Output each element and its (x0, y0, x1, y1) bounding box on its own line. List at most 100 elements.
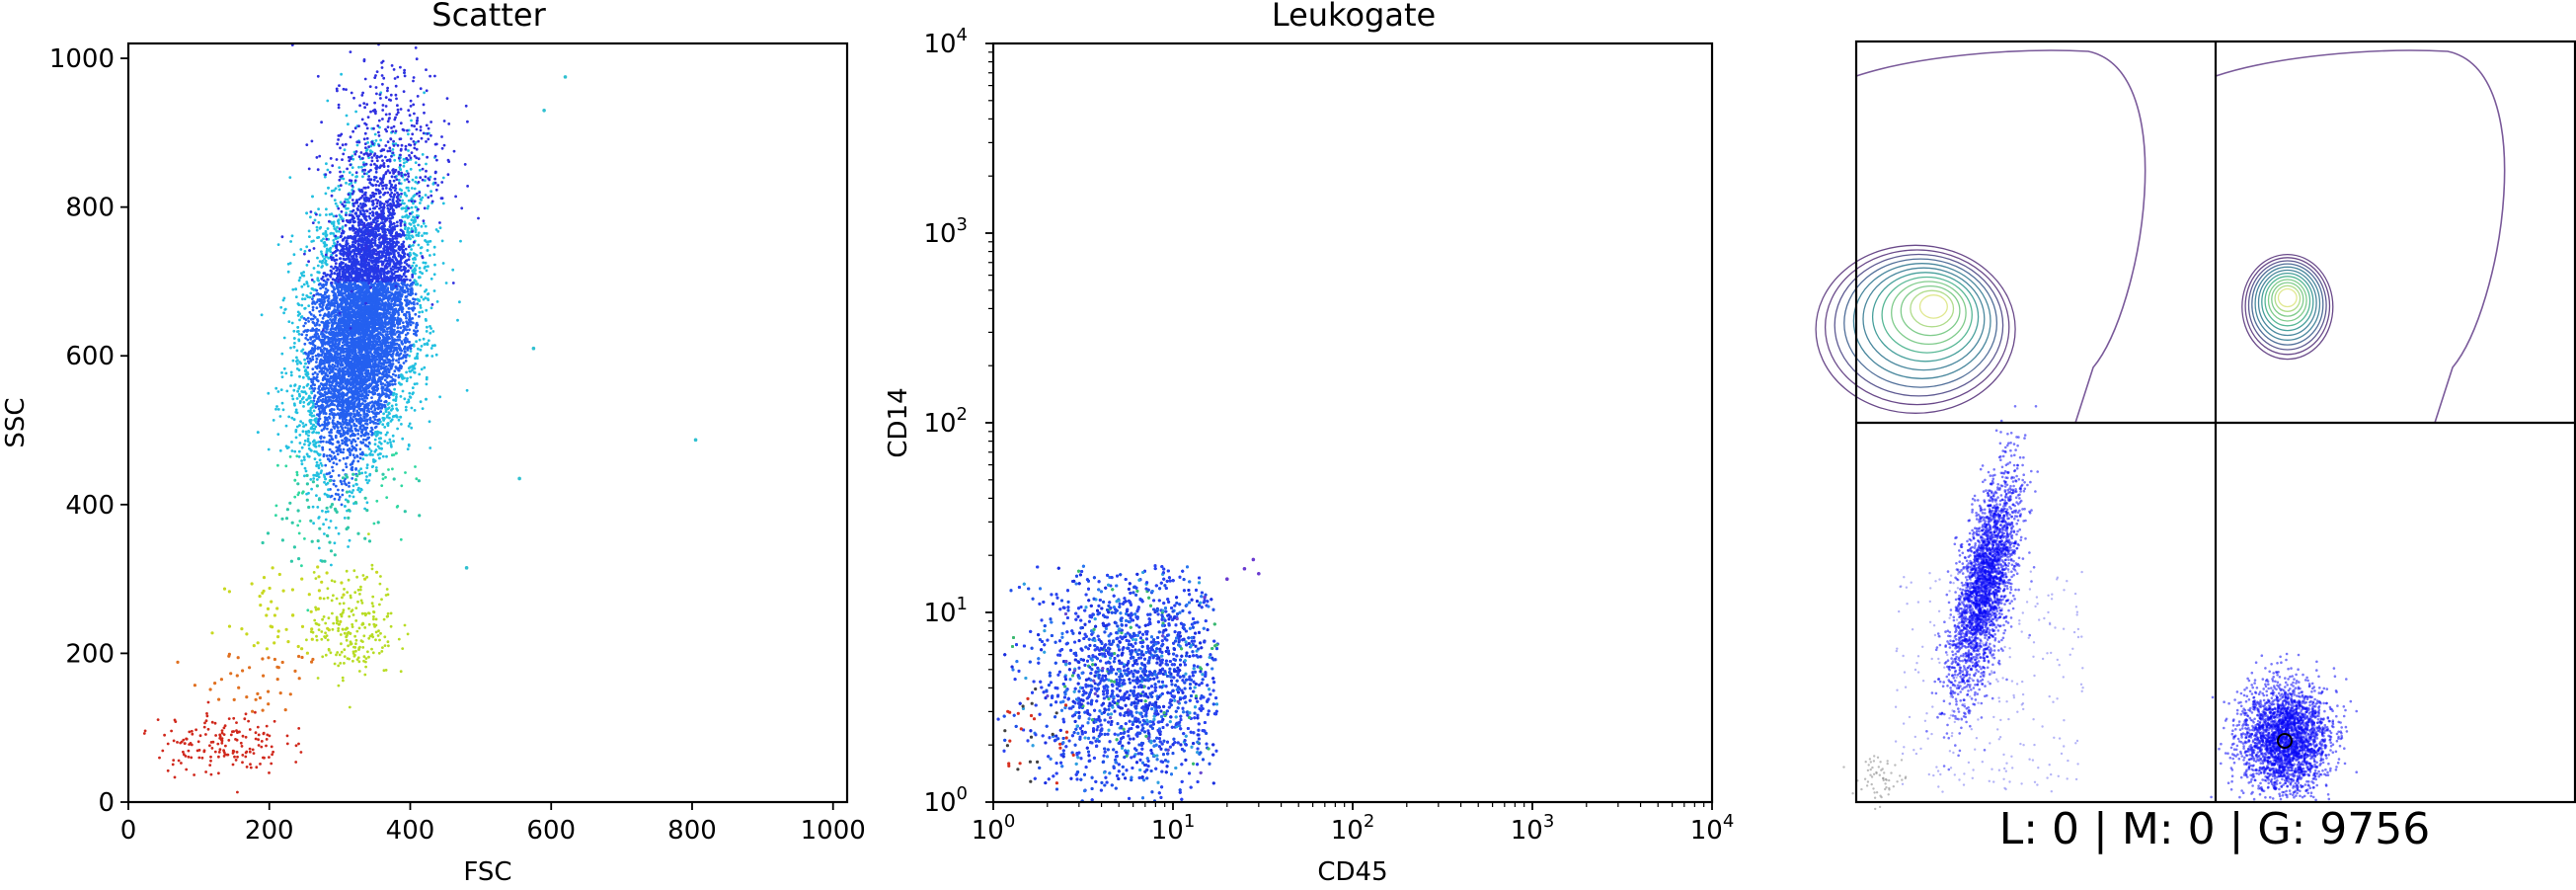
scatter-point (384, 156, 387, 159)
scatter-point (308, 447, 311, 450)
scatter-point (373, 409, 376, 412)
scatter-point (399, 235, 402, 238)
scatter-point (327, 488, 330, 491)
scatter-point (291, 394, 294, 397)
scatter-point (407, 132, 410, 135)
scatter-point (386, 442, 389, 445)
scatter-point (295, 295, 298, 298)
scatter-point (309, 387, 312, 390)
scatter-point (298, 280, 301, 283)
scatter-point (300, 333, 303, 336)
scatter-point (287, 271, 290, 274)
scatter-point (319, 226, 322, 229)
scatter-point (332, 469, 335, 472)
scatter-point (406, 170, 409, 173)
scatter-point (311, 380, 314, 383)
scatter-point (389, 270, 392, 273)
scatter-point (365, 479, 368, 482)
scatter-point (325, 230, 328, 233)
scatter-point (296, 359, 299, 362)
scatter-point (298, 434, 301, 437)
scatter-point (326, 234, 329, 237)
scatter-point (329, 250, 332, 253)
scatter-point (293, 450, 296, 453)
scatter-point (325, 441, 328, 444)
scatter-point (277, 408, 280, 411)
scatter-point (377, 423, 380, 426)
scatter-point (295, 429, 298, 432)
scatter-point (389, 297, 392, 300)
scatter-point (299, 248, 302, 251)
scatter-point (314, 406, 317, 409)
scatter-point (414, 181, 417, 184)
scatter-point (325, 511, 328, 514)
scatter-point (364, 453, 367, 456)
scatter-point (345, 499, 348, 502)
scatter-point (352, 496, 355, 499)
scatter-point (326, 428, 329, 431)
scatter-point (333, 312, 336, 315)
scatter-point (296, 363, 299, 365)
scatter-point (402, 321, 405, 324)
scatter-point (342, 369, 345, 372)
scatter-point (417, 224, 420, 227)
scatter-point (458, 300, 461, 303)
scatter-point (325, 213, 328, 216)
scatter-point (296, 525, 299, 527)
scatter-point (415, 477, 418, 480)
scatter-point (426, 330, 429, 333)
scatter-point (407, 325, 410, 328)
scatter-point (414, 313, 417, 316)
scatter-point (393, 254, 396, 257)
scatter-point (333, 461, 336, 464)
scatter-point (385, 496, 388, 499)
scatter-point (355, 444, 358, 446)
scatter-point (380, 354, 383, 357)
scatter-point (397, 376, 400, 379)
scatter-point (432, 253, 435, 256)
scatter-point (327, 315, 330, 318)
scatter-point (355, 410, 358, 413)
scatter-point (367, 175, 370, 178)
scatter-point (368, 442, 371, 445)
scatter-point (327, 169, 330, 172)
scatter-point (274, 408, 277, 411)
scatter-point (404, 227, 407, 230)
scatter-point (410, 376, 413, 379)
scatter-point (456, 319, 459, 322)
scatter-point (333, 286, 336, 289)
scatter-point (313, 314, 316, 317)
scatter-point (392, 373, 395, 376)
scatter-point (316, 318, 319, 321)
scatter-point (392, 317, 395, 320)
scatter-point (386, 330, 389, 333)
scatter-point (392, 415, 395, 418)
scatter-point (405, 276, 408, 279)
scatter-point (316, 400, 319, 403)
scatter-point (389, 441, 392, 444)
scatter-point (367, 170, 370, 173)
scatter-point (398, 344, 401, 347)
scatter-point (344, 417, 347, 420)
scatter-point (408, 392, 411, 395)
scatter-point (414, 382, 417, 385)
scatter-point (325, 397, 328, 400)
scatter-point (331, 450, 334, 453)
scatter-point (321, 345, 324, 348)
scatter-point (399, 168, 402, 171)
scatter-point (410, 350, 413, 353)
scatter-point (313, 267, 316, 270)
scatter-point (408, 425, 411, 428)
scatter-point (368, 418, 371, 421)
scatter-point (359, 333, 362, 336)
scatter-point (400, 269, 403, 272)
scatter-point (407, 216, 410, 219)
scatter-point (368, 207, 371, 210)
scatter-point (420, 400, 423, 403)
scatter-point (298, 450, 301, 453)
scatter-point (429, 240, 432, 243)
scatter-point (410, 427, 413, 430)
scatter-point (390, 444, 393, 446)
scatter-point (283, 308, 286, 311)
scatter-point (395, 403, 398, 406)
